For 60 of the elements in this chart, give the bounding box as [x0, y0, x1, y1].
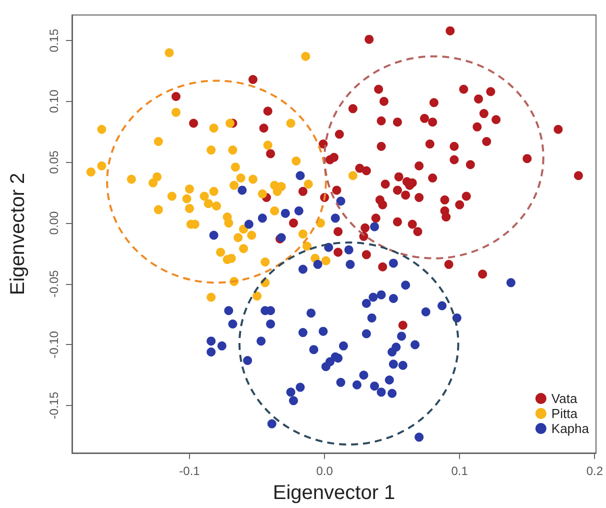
- x-tick-label: 0.1: [451, 464, 468, 478]
- point: [172, 108, 180, 117]
- point: [209, 124, 218, 133]
- legend-label: Kapha: [551, 421, 590, 436]
- point: [97, 161, 106, 170]
- point: [292, 156, 301, 166]
- point: [154, 137, 163, 146]
- x-axis-title: Eigenvector 1: [272, 482, 396, 504]
- y-tick-label: 0.05: [47, 150, 61, 174]
- point: [348, 171, 358, 180]
- point: [252, 292, 262, 301]
- point: [230, 162, 240, 172]
- point: [200, 192, 209, 201]
- point: [234, 233, 243, 242]
- x-tick-label: 0.0: [316, 464, 334, 478]
- y-tick-label: 0.00: [47, 211, 61, 235]
- point: [86, 167, 96, 176]
- point: [263, 140, 272, 150]
- point: [270, 206, 280, 216]
- point: [286, 118, 296, 128]
- point: [148, 178, 158, 188]
- point: [216, 248, 226, 257]
- x-tick-label: 0.2: [586, 464, 604, 478]
- point: [304, 180, 313, 189]
- point: [185, 204, 194, 213]
- y-tick-label: -0.15: [47, 392, 61, 420]
- y-tick-label: 0.10: [47, 89, 61, 114]
- point: [206, 292, 216, 302]
- point: [230, 180, 239, 190]
- point: [204, 199, 213, 208]
- point: [239, 244, 248, 254]
- legend-label: Pitta: [551, 406, 578, 421]
- point: [164, 48, 174, 58]
- point: [206, 146, 216, 155]
- point: [212, 202, 222, 211]
- point: [248, 174, 258, 184]
- y-tick-label: -0.10: [47, 330, 61, 358]
- point: [298, 230, 308, 238]
- point: [258, 189, 267, 198]
- legend-label: Vata: [551, 391, 578, 406]
- point: [228, 146, 238, 155]
- point: [226, 118, 235, 128]
- point: [185, 184, 194, 194]
- point: [224, 218, 234, 228]
- point: [154, 205, 163, 214]
- point: [182, 194, 192, 204]
- point: [167, 192, 176, 201]
- point: [301, 52, 310, 61]
- point: [126, 174, 136, 184]
- x-tick-label: -0.1: [179, 464, 200, 478]
- point: [321, 256, 330, 266]
- point: [97, 124, 106, 134]
- point: [247, 230, 256, 240]
- point: [236, 174, 246, 183]
- point: [260, 257, 270, 266]
- point: [302, 242, 312, 251]
- y-tick-label: -0.05: [47, 270, 61, 298]
- y-tick-label: 0.15: [47, 28, 61, 52]
- point: [209, 186, 218, 196]
- y-axis-title: Eigenvector 2: [7, 172, 29, 296]
